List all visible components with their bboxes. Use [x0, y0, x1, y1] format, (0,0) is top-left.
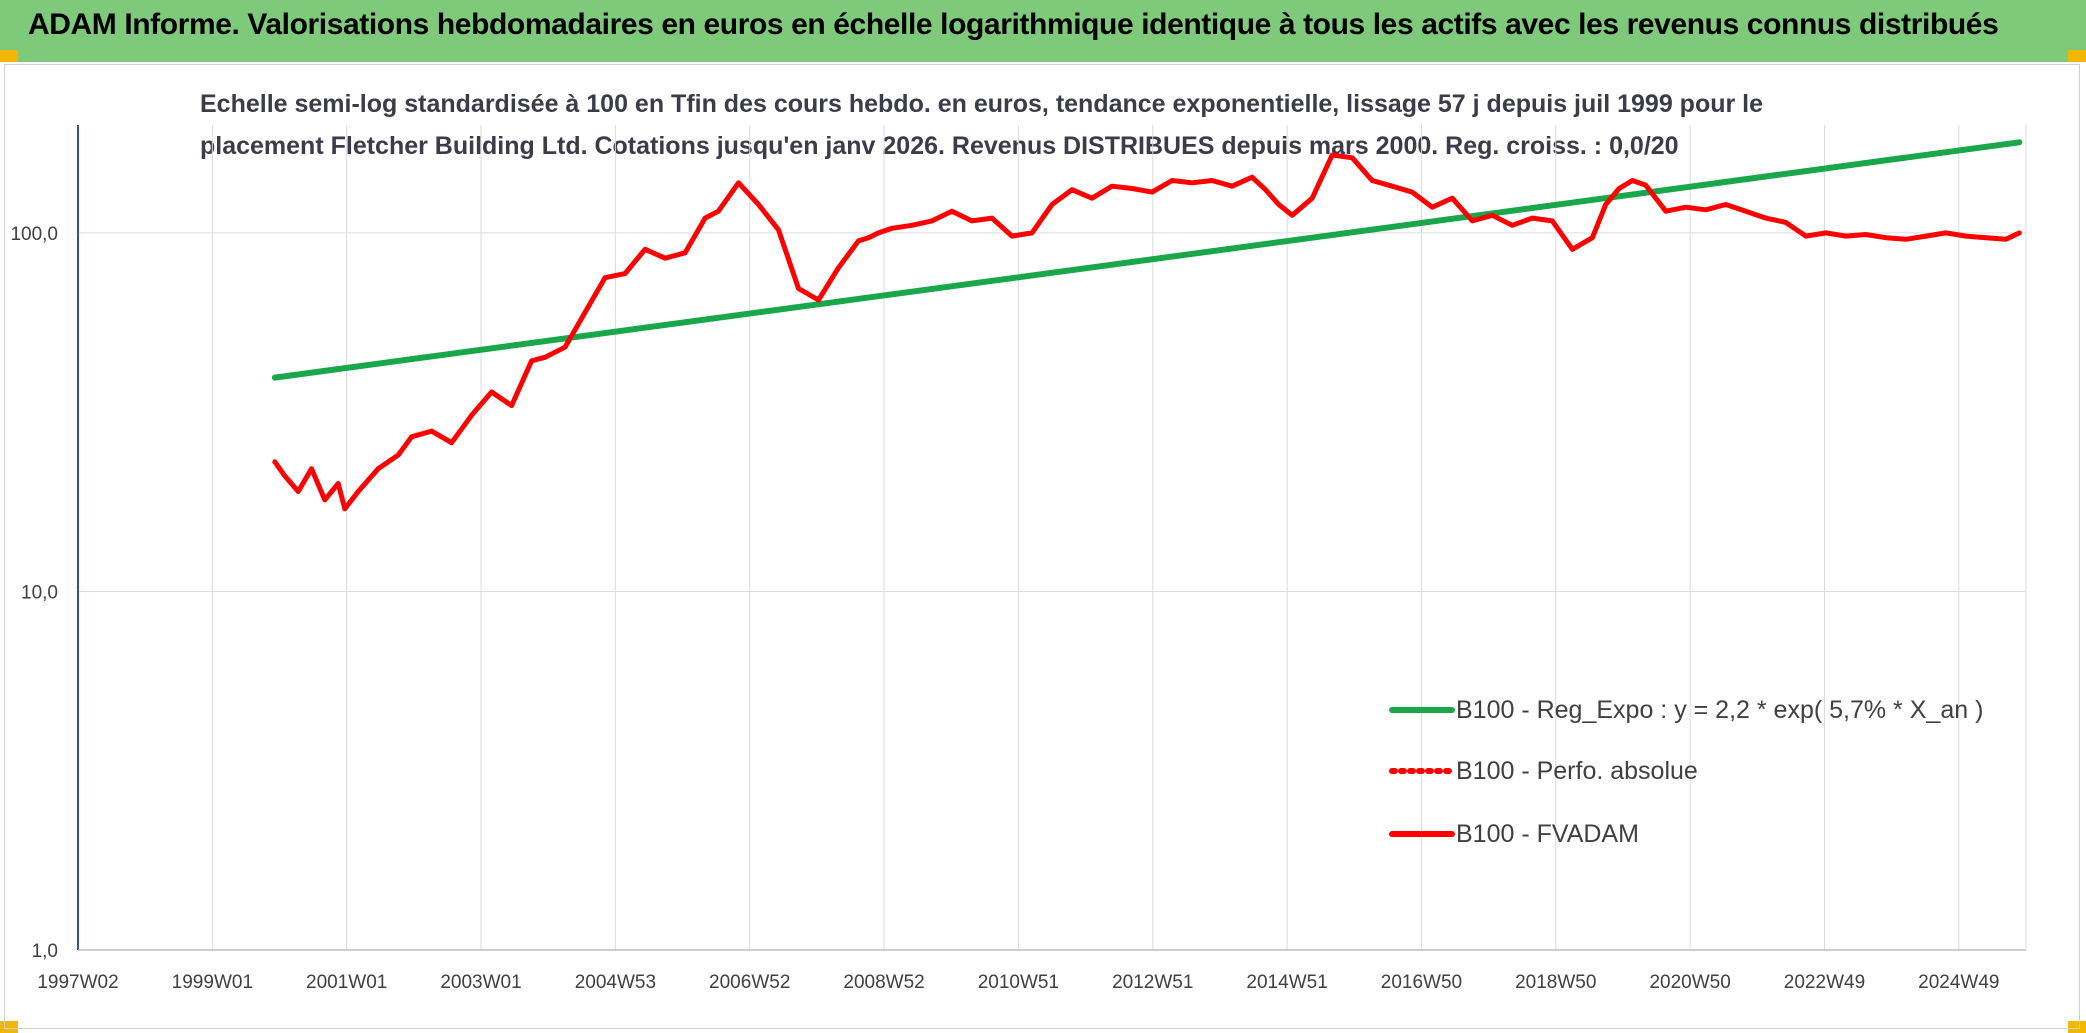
corner-marker [2068, 1021, 2086, 1033]
x-tick-label: 2001W01 [306, 972, 387, 993]
title-banner: ADAM Informe. Valorisations hebdomadaire… [0, 0, 2086, 62]
y-tick-label: 10,0 [21, 582, 58, 603]
x-tick-label: 1999W01 [172, 972, 253, 993]
x-tick-label: 2022W49 [1784, 972, 1865, 993]
corner-marker [2068, 50, 2086, 62]
chart-frame [4, 64, 2080, 1029]
x-tick-label: 2012W51 [1112, 972, 1193, 993]
x-tick-label: 2024W49 [1918, 972, 1999, 993]
x-tick-label: 2003W01 [440, 972, 521, 993]
chart-subtitle-line-1: Echelle semi-log standardisée à 100 en T… [200, 90, 1764, 118]
series-line [272, 152, 2022, 512]
x-tick-label: 2008W52 [843, 972, 924, 993]
x-tick-label: 2006W52 [709, 972, 790, 993]
report-title: ADAM Informe. Valorisations hebdomadaire… [28, 8, 1999, 41]
x-tick-label: 2010W51 [978, 972, 1059, 993]
trend-line [271, 139, 2023, 381]
chart-subtitle-line-2: placement Fletcher Building Ltd. Cotatio… [200, 132, 1679, 160]
x-tick-label: 2020W50 [1649, 972, 1730, 993]
x-tick-label: 2018W50 [1515, 972, 1596, 993]
y-tick-label: 100,0 [10, 224, 58, 245]
corner-marker [0, 50, 18, 62]
x-tick-label: 2004W53 [575, 972, 656, 993]
x-tick-label: 2016W50 [1381, 972, 1462, 993]
x-tick-label: 1997W02 [37, 972, 118, 993]
legend-label: B100 - FVADAM [1456, 820, 1639, 848]
legend-label: B100 - Perfo. absolue [1456, 757, 1698, 785]
legend-label: B100 - Reg_Expo : y = 2,2 * exp( 5,7% * … [1456, 696, 1983, 724]
y-tick-label: 1,0 [32, 941, 58, 962]
x-tick-label: 2014W51 [1246, 972, 1327, 993]
